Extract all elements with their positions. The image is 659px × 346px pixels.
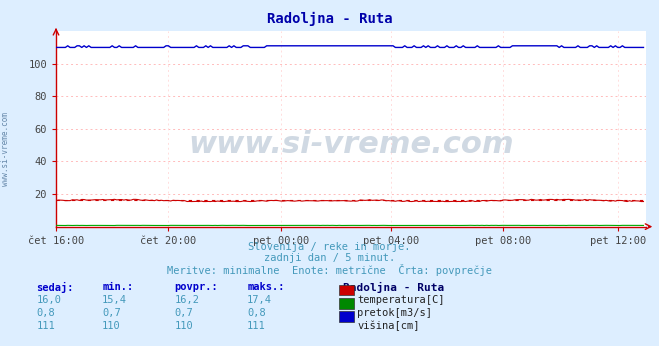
Text: maks.:: maks.:: [247, 282, 285, 292]
Text: 16,2: 16,2: [175, 295, 200, 305]
Text: višina[cm]: višina[cm]: [357, 321, 420, 331]
Text: 0,7: 0,7: [102, 308, 121, 318]
Text: 110: 110: [102, 321, 121, 331]
Text: temperatura[C]: temperatura[C]: [357, 295, 445, 305]
Text: povpr.:: povpr.:: [175, 282, 218, 292]
Text: min.:: min.:: [102, 282, 133, 292]
Text: sedaj:: sedaj:: [36, 282, 74, 293]
Text: 111: 111: [36, 321, 55, 331]
Text: 110: 110: [175, 321, 193, 331]
Text: 111: 111: [247, 321, 266, 331]
Text: 17,4: 17,4: [247, 295, 272, 305]
Text: zadnji dan / 5 minut.: zadnji dan / 5 minut.: [264, 253, 395, 263]
Text: 0,8: 0,8: [247, 308, 266, 318]
Text: Radoljna - Ruta: Radoljna - Ruta: [267, 12, 392, 26]
Text: pretok[m3/s]: pretok[m3/s]: [357, 308, 432, 318]
Text: 0,7: 0,7: [175, 308, 193, 318]
Text: Slovenija / reke in morje.: Slovenija / reke in morje.: [248, 242, 411, 252]
Text: 0,8: 0,8: [36, 308, 55, 318]
Text: 16,0: 16,0: [36, 295, 61, 305]
Text: 15,4: 15,4: [102, 295, 127, 305]
Text: Radoljna - Ruta: Radoljna - Ruta: [343, 282, 444, 293]
Text: www.si-vreme.com: www.si-vreme.com: [188, 130, 514, 159]
Text: www.si-vreme.com: www.si-vreme.com: [1, 112, 10, 186]
Text: Meritve: minimalne  Enote: metrične  Črta: povprečje: Meritve: minimalne Enote: metrične Črta:…: [167, 264, 492, 276]
